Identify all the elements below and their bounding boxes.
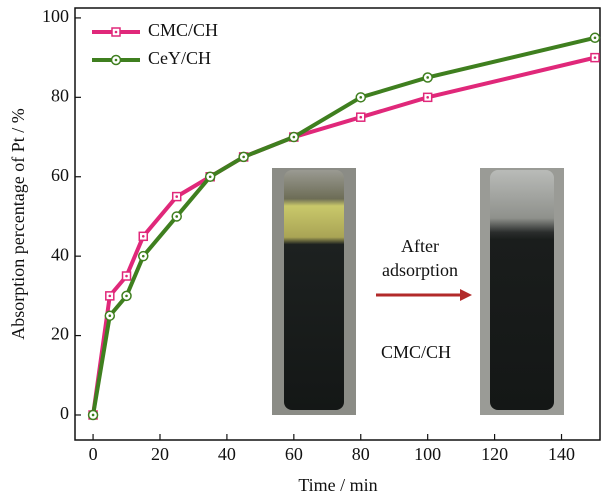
x-tick-label: 80 — [352, 444, 370, 464]
x-tick-label: 0 — [89, 444, 98, 464]
marker-dot — [142, 235, 145, 238]
annotation: adsorption — [382, 260, 458, 280]
marker-dot — [108, 314, 111, 317]
x-tick-label: 100 — [414, 444, 441, 464]
marker-dot — [426, 96, 429, 99]
photo-vial-after — [490, 170, 554, 410]
y-axis-label: Absorption percentage of Pt / % — [8, 108, 28, 339]
legend-label: CMC/CH — [148, 20, 218, 40]
marker-dot — [92, 414, 95, 417]
marker-dot — [594, 36, 597, 39]
chart: After adsorption CMC/CH Time / min Absor… — [0, 0, 603, 497]
x-tick-label: 140 — [548, 444, 575, 464]
marker-dot — [115, 31, 118, 34]
y-tick-label: 0 — [60, 403, 69, 423]
marker-dot — [359, 96, 362, 99]
marker-dot — [242, 156, 245, 159]
marker-dot — [426, 76, 429, 79]
marker-dot — [115, 59, 118, 62]
annotation: After — [401, 236, 439, 256]
y-tick-label: 80 — [51, 85, 69, 105]
marker-dot — [359, 116, 362, 119]
marker-dot — [209, 175, 212, 178]
x-tick-label: 60 — [285, 444, 303, 464]
marker-dot — [125, 295, 128, 298]
marker-dot — [125, 275, 128, 278]
x-tick-label: 40 — [218, 444, 236, 464]
x-tick-label: 20 — [151, 444, 169, 464]
marker-dot — [142, 255, 145, 258]
annotation: CMC/CH — [381, 342, 451, 362]
y-tick-label: 100 — [42, 6, 69, 26]
marker-dot — [594, 56, 597, 59]
legend-label: CeY/CH — [148, 48, 211, 68]
arrow-head — [460, 289, 472, 301]
y-tick-label: 40 — [51, 244, 69, 264]
photo-vial-before — [284, 170, 344, 410]
marker-dot — [108, 295, 111, 298]
y-tick-label: 60 — [51, 165, 69, 185]
page: {"chart_data": {"type": "line", "xlabel"… — [0, 0, 603, 497]
marker-dot — [293, 136, 296, 139]
x-tick-label: 120 — [481, 444, 508, 464]
y-tick-label: 20 — [51, 324, 69, 344]
x-axis-label: Time / min — [298, 475, 377, 495]
marker-dot — [175, 215, 178, 218]
marker-dot — [175, 195, 178, 198]
